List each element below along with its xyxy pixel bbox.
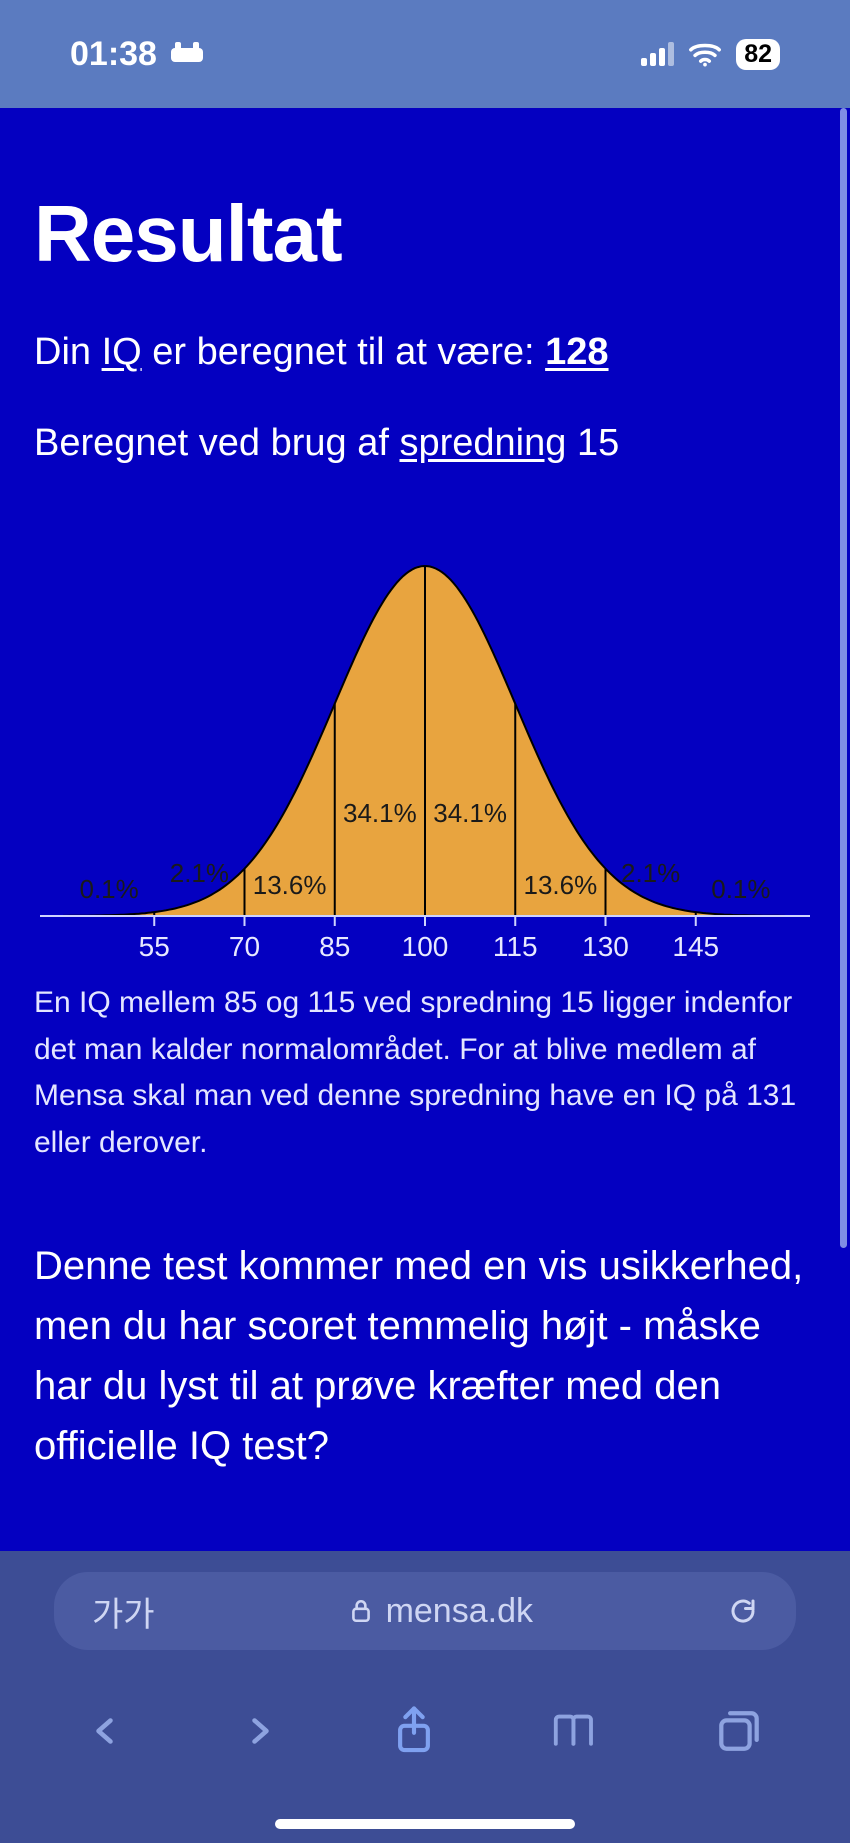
battery-indicator: 82 — [736, 39, 780, 70]
iq-result-line: Din IQ er beregnet til at være: 128 — [34, 324, 816, 381]
status-time: 01:38 — [70, 35, 157, 74]
svg-text:13.6%: 13.6% — [253, 870, 327, 900]
reload-button[interactable] — [728, 1596, 758, 1626]
tabs-button[interactable] — [716, 1708, 762, 1754]
svg-text:85: 85 — [319, 931, 350, 962]
svg-text:70: 70 — [229, 931, 260, 962]
chart-caption: En IQ mellem 85 og 115 ved spredning 15 … — [34, 980, 816, 1166]
svg-text:145: 145 — [672, 931, 719, 962]
spredning-link[interactable]: spredning — [399, 422, 566, 464]
result-paragraph: Denne test kommer med en vis usikkerhed,… — [34, 1236, 816, 1476]
iq-link[interactable]: IQ — [102, 331, 142, 373]
sleep-icon — [171, 42, 211, 66]
signal-icon — [641, 42, 674, 66]
home-indicator[interactable] — [0, 1811, 850, 1843]
svg-text:2.1%: 2.1% — [621, 858, 680, 888]
back-button[interactable] — [88, 1707, 124, 1755]
scroll-indicator[interactable] — [840, 108, 847, 1248]
svg-text:55: 55 — [139, 931, 170, 962]
share-button[interactable] — [393, 1705, 435, 1757]
svg-text:0.1%: 0.1% — [79, 874, 138, 904]
svg-text:13.6%: 13.6% — [524, 870, 598, 900]
svg-text:34.1%: 34.1% — [343, 798, 417, 828]
iq-value: 128 — [545, 331, 608, 373]
svg-text:34.1%: 34.1% — [433, 798, 507, 828]
spread-line: Beregnet ved brug af spredning 15 — [34, 415, 816, 472]
browser-chrome: 가가 mensa.dk — [0, 1551, 850, 1843]
wifi-icon — [688, 41, 722, 67]
status-bar: 01:38 82 — [0, 0, 850, 108]
bell-curve-chart: 55 70 85 100 115 130 145 0.1% 2.1% 13.6% 34.1% 34.1… — [34, 522, 816, 962]
aa-button[interactable]: 가가 — [92, 1587, 155, 1636]
svg-text:0.1%: 0.1% — [711, 874, 770, 904]
bookmarks-button[interactable] — [551, 1708, 599, 1754]
address-bar[interactable]: 가가 mensa.dk — [54, 1572, 796, 1650]
web-content: Resultat Din IQ er beregnet til at være:… — [0, 108, 850, 1551]
svg-text:100: 100 — [402, 931, 449, 962]
forward-button[interactable] — [241, 1707, 277, 1755]
address-domain: mensa.dk — [386, 1592, 533, 1631]
svg-text:2.1%: 2.1% — [170, 858, 229, 888]
svg-text:130: 130 — [582, 931, 629, 962]
lock-icon — [350, 1598, 372, 1624]
page-title: Resultat — [34, 188, 816, 280]
svg-text:115: 115 — [493, 931, 538, 962]
